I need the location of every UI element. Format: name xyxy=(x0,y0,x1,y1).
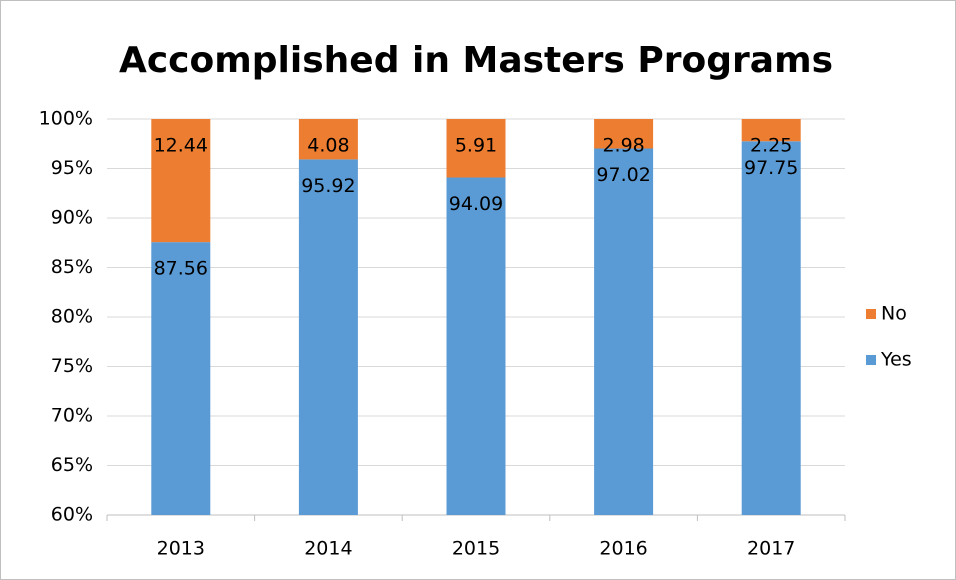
x-tick-label: 2013 xyxy=(157,538,205,560)
bar-segment xyxy=(741,119,801,142)
y-tick-label: 65% xyxy=(51,454,93,476)
bar-segment xyxy=(151,119,211,243)
data-label: 12.44 xyxy=(154,135,208,157)
data-label: 5.91 xyxy=(455,135,497,157)
bar-segment xyxy=(446,177,506,515)
bar-segment xyxy=(594,119,654,149)
data-label: 94.09 xyxy=(449,193,503,215)
legend-label: No xyxy=(881,303,907,325)
y-tick-label: 60% xyxy=(51,504,93,526)
y-tick-label: 90% xyxy=(51,207,93,229)
x-tick-label: 2017 xyxy=(747,538,795,560)
bar-segment xyxy=(741,141,801,515)
legend-swatch xyxy=(866,355,876,365)
y-tick-label: 95% xyxy=(51,157,93,179)
data-label: 95.92 xyxy=(301,175,355,197)
y-tick-label: 100% xyxy=(39,108,93,130)
data-label: 97.02 xyxy=(596,164,650,186)
legend-label: Yes xyxy=(880,349,912,371)
bar-segment xyxy=(298,119,358,160)
data-label: 2.98 xyxy=(602,135,644,157)
x-tick-label: 2015 xyxy=(452,538,500,560)
bar-segment xyxy=(594,148,654,515)
bar-segment xyxy=(446,119,506,178)
bar-segment xyxy=(298,159,358,515)
y-tick-label: 70% xyxy=(51,405,93,427)
y-tick-label: 75% xyxy=(51,355,93,377)
y-tick-label: 80% xyxy=(51,306,93,328)
data-label: 97.75 xyxy=(744,157,798,179)
data-label: 4.08 xyxy=(307,135,349,157)
legend-swatch xyxy=(866,309,876,319)
y-tick-label: 85% xyxy=(51,256,93,278)
data-label: 87.56 xyxy=(154,258,208,280)
x-tick-label: 2016 xyxy=(599,538,647,560)
x-tick-label: 2014 xyxy=(304,538,352,560)
chart-title: Accomplished in Masters Programs xyxy=(119,40,833,81)
bar-segment xyxy=(151,242,211,515)
data-label: 2.25 xyxy=(750,135,792,157)
